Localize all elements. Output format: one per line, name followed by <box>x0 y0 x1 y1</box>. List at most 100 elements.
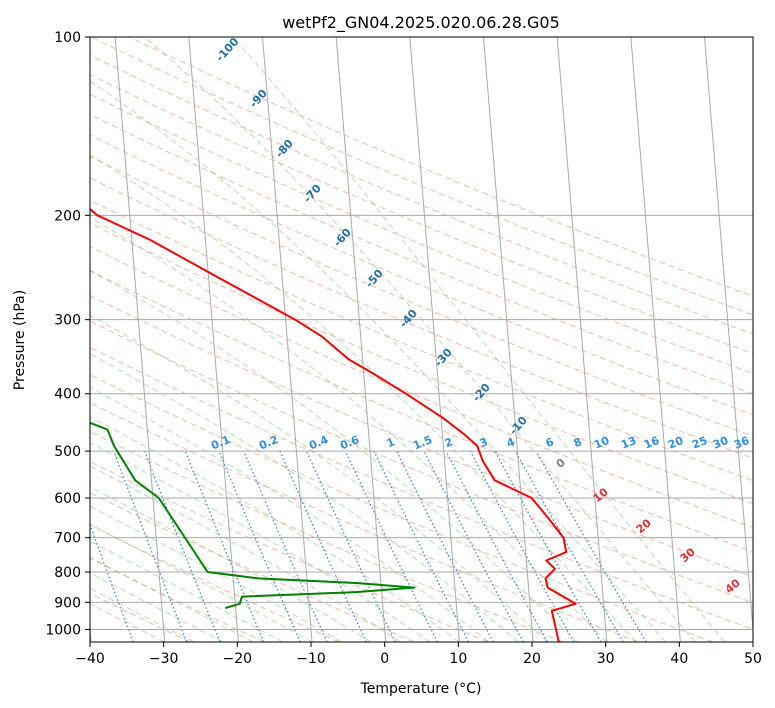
dry-adiabat-line <box>129 37 753 297</box>
mixing-ratio-line <box>243 450 328 642</box>
dry-adiabat-line <box>90 270 753 553</box>
isotherm-line <box>335 37 387 642</box>
dry-adiabat-line <box>90 54 753 335</box>
x-tick-label: −10 <box>296 651 326 667</box>
isotherm-line <box>630 37 681 642</box>
mixing-ratio-label: 0.6 <box>338 433 361 452</box>
y-tick-label: 600 <box>54 491 81 507</box>
chart-title: wetPf2_GN04.2025.020.06.28.G05 <box>282 13 560 33</box>
chart-series-layer <box>90 207 577 642</box>
moist-adiabat-line <box>90 386 490 642</box>
isotherm-line <box>409 37 460 642</box>
mixing-ratio-line <box>90 522 134 642</box>
dry-adiabat-line <box>90 295 753 578</box>
y-axis-title: Pressure (hPa) <box>12 290 28 390</box>
x-tick-label: −40 <box>75 651 105 667</box>
mixing-ratio-label: 1.5 <box>411 433 434 452</box>
mixing-ratio-line <box>469 450 575 642</box>
x-tick-label: 20 <box>523 651 541 667</box>
moist-adiabat-line <box>90 572 224 642</box>
mixing-ratio-label: 30 <box>711 434 730 452</box>
moist-adiabat-line <box>90 505 342 642</box>
dewpoint-profile-line <box>90 421 416 609</box>
y-tick-label: 300 <box>54 313 81 329</box>
isotherm-line <box>483 37 534 642</box>
mixing-ratio-label: 25 <box>690 434 709 452</box>
mixing-ratio-line <box>305 450 396 642</box>
chart-grid <box>90 37 753 642</box>
dry-adiabat-line <box>90 524 340 642</box>
dry-adiabat-line <box>90 246 753 529</box>
mixing-ratio-line <box>144 450 221 642</box>
moist-adiabat-line <box>90 80 666 642</box>
mixing-ratio-label: 13 <box>619 434 638 452</box>
isotherm-line <box>704 37 753 636</box>
moist-adiabat-line <box>90 587 195 642</box>
moist-adiabat-line <box>143 37 696 642</box>
moist-adiabat-line <box>90 486 372 642</box>
plot-frame <box>89 36 754 643</box>
dry-adiabat-line <box>90 402 639 642</box>
mixing-ratio-line <box>218 450 301 642</box>
mixing-ratio-label: 3 <box>478 435 490 450</box>
isotherm-line <box>90 623 92 642</box>
dry-adiabat-line <box>90 461 489 642</box>
isotherm-line <box>114 37 166 642</box>
moist-adiabat-line <box>90 314 549 642</box>
mixing-ratio-line <box>396 450 494 642</box>
moist-adiabat-line <box>90 556 254 642</box>
mixing-ratio-line <box>113 450 188 642</box>
mixing-ratio-label: 0.1 <box>209 433 232 452</box>
moist-adiabat-line <box>90 442 431 642</box>
moist-adiabat-line <box>232 37 725 642</box>
mixing-ratio-label: 10 <box>592 434 611 452</box>
moist-adiabat-line <box>90 216 608 642</box>
isotherm-line <box>188 37 239 642</box>
mixing-ratio-line <box>184 450 265 642</box>
x-tick-label: −30 <box>149 651 179 667</box>
moist-adiabat-label: 20 <box>634 516 654 536</box>
dry-adiabat-line <box>90 320 753 604</box>
y-tick-label: 1000 <box>45 622 81 638</box>
x-tick-label: 50 <box>744 651 762 667</box>
mixing-ratio-label: 16 <box>642 434 661 452</box>
mixing-ratio-line <box>373 450 470 642</box>
chart-line-labels: -100-90-80-70-60-50-40-30-20-100.1 0.2 0.4… <box>209 35 751 596</box>
dry-adiabat-label: -100 <box>213 35 241 64</box>
temperature-profile-line <box>90 207 577 642</box>
mixing-ratio-line <box>423 450 524 642</box>
mixing-ratio-label: 20 <box>666 434 685 452</box>
dry-adiabat-line <box>90 592 191 642</box>
mixing-ratio-line <box>445 450 548 642</box>
dry-adiabat-label: -80 <box>273 137 296 161</box>
mixing-ratio-line <box>494 450 602 642</box>
y-tick-label: 700 <box>54 531 81 547</box>
dry-adiabat-line <box>90 374 713 642</box>
mixing-ratio-label: 2 <box>443 435 455 450</box>
moist-adiabat-line <box>90 353 519 642</box>
moist-adiabat-line <box>90 465 401 642</box>
moist-adiabat-label: 30 <box>678 545 698 565</box>
dry-adiabat-line <box>90 492 415 642</box>
dry-adiabat-line <box>90 177 753 459</box>
y-tick-label: 900 <box>54 595 81 611</box>
y-tick-label: 500 <box>54 444 81 460</box>
isotherm-line <box>262 37 313 642</box>
dry-adiabat-label: -60 <box>331 226 354 250</box>
mixing-ratio-label: 1 <box>385 435 397 450</box>
dry-adiabat-label: -40 <box>397 307 420 331</box>
dry-adiabat-line <box>90 113 753 395</box>
y-tick-label: 100 <box>54 30 81 46</box>
x-tick-label: 10 <box>449 651 467 667</box>
x-tick-label: −20 <box>223 651 253 667</box>
mixing-ratio-label: 8 <box>572 435 584 450</box>
x-tick-label: 30 <box>597 651 615 667</box>
isotherm-line <box>556 37 608 642</box>
dry-adiabat-line <box>90 346 753 630</box>
x-tick-label: 40 <box>670 651 688 667</box>
y-tick-label: 800 <box>54 565 81 581</box>
mixing-ratio-line <box>344 450 438 642</box>
moist-adiabat-label: 0 <box>554 456 568 471</box>
y-tick-label: 400 <box>54 387 81 403</box>
